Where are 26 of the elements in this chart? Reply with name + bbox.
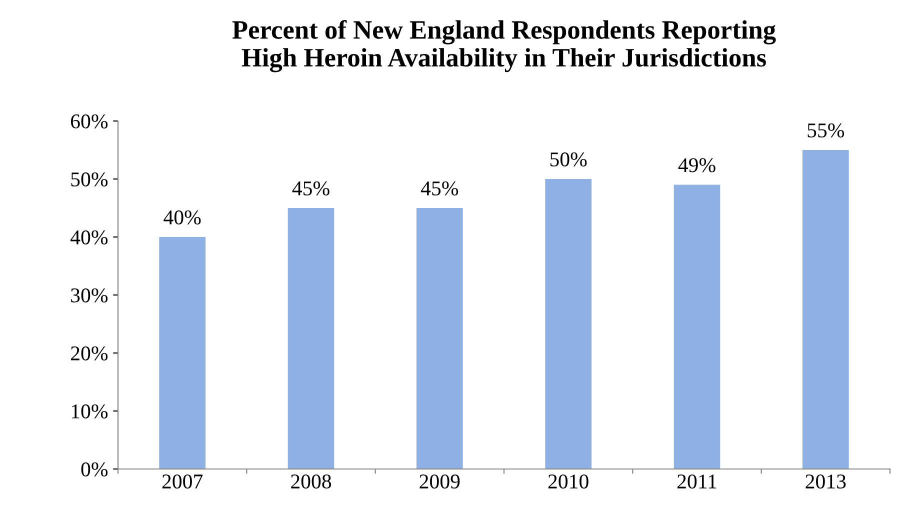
- bar: [159, 237, 206, 469]
- data-label: 49%: [678, 158, 716, 172]
- y-tick-label: 60%: [70, 114, 108, 128]
- data-label: 45%: [292, 181, 330, 196]
- x-tick-label: 2008: [291, 474, 332, 489]
- bar: [802, 150, 849, 469]
- bar: [288, 208, 334, 469]
- data-label: 45%: [420, 181, 458, 196]
- data-label: 40%: [164, 210, 201, 225]
- data-label: 55%: [808, 123, 844, 138]
- y-tick-label: 50%: [71, 172, 108, 186]
- bar: [674, 184, 720, 469]
- x-tick-label: 2009: [420, 474, 460, 489]
- x-tick-label: 2007: [162, 474, 203, 489]
- data-label: 50%: [550, 152, 587, 167]
- bar: [416, 208, 463, 469]
- y-tick-label: 40%: [70, 230, 108, 244]
- y-tick-label: 20%: [71, 346, 108, 360]
- x-tick-label: 2011: [677, 474, 716, 489]
- x-tick-label: 2013: [806, 474, 846, 489]
- y-tick-label: 10%: [72, 404, 108, 418]
- chart-title: Percent of New England Respondents Reporting High Heroin Availability in Their Jurisdictions: [232, 20, 776, 72]
- y-tick-label: 0%: [81, 462, 108, 476]
- bar: [545, 179, 592, 469]
- y-tick-label: 30%: [71, 288, 108, 302]
- x-tick-label: 2010: [548, 474, 588, 489]
